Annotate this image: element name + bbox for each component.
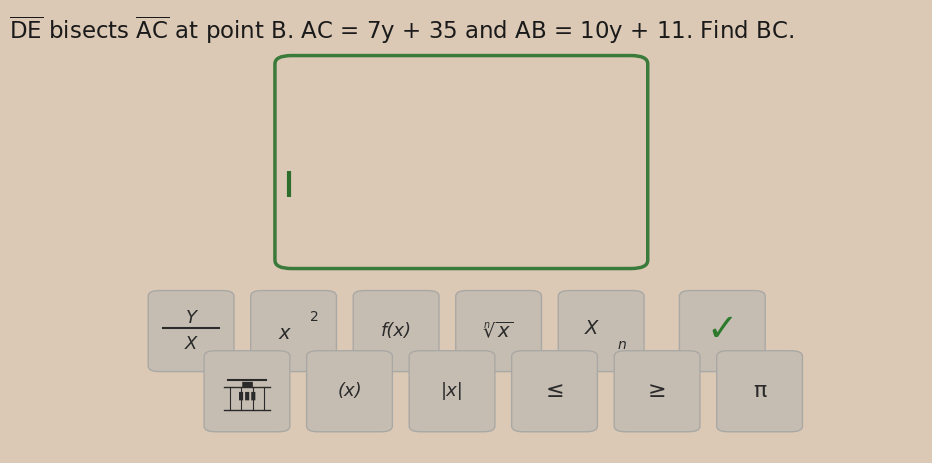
FancyBboxPatch shape	[558, 291, 644, 371]
Text: ≥: ≥	[648, 381, 666, 401]
Text: x: x	[279, 324, 290, 343]
Text: |x|: |x|	[441, 382, 463, 400]
Text: n: n	[617, 338, 626, 352]
Text: π: π	[753, 381, 766, 401]
FancyBboxPatch shape	[679, 291, 765, 371]
FancyBboxPatch shape	[204, 351, 290, 432]
Text: ≤: ≤	[545, 381, 564, 401]
Text: X: X	[185, 335, 198, 353]
FancyBboxPatch shape	[456, 291, 541, 371]
Text: ▮▮▮: ▮▮▮	[238, 391, 256, 401]
FancyBboxPatch shape	[614, 351, 700, 432]
Text: ✓: ✓	[706, 313, 738, 349]
Text: $\sqrt[n]{x}$: $\sqrt[n]{x}$	[484, 321, 514, 341]
FancyBboxPatch shape	[251, 291, 336, 371]
FancyBboxPatch shape	[307, 351, 392, 432]
Text: ▬: ▬	[240, 377, 254, 391]
FancyBboxPatch shape	[148, 291, 234, 371]
FancyBboxPatch shape	[353, 291, 439, 371]
FancyBboxPatch shape	[409, 351, 495, 432]
FancyBboxPatch shape	[275, 56, 648, 269]
Text: Y: Y	[185, 309, 197, 327]
Text: 2: 2	[309, 310, 319, 324]
Text: X: X	[585, 319, 598, 338]
FancyBboxPatch shape	[512, 351, 597, 432]
Text: (x): (x)	[337, 382, 362, 400]
Text: $\overline{\rm DE}$ bisects $\overline{\rm AC}$ at point B. AC = 7y + 35 and AB : $\overline{\rm DE}$ bisects $\overline{\…	[9, 14, 794, 45]
FancyBboxPatch shape	[717, 351, 802, 432]
Text: f(x): f(x)	[380, 322, 412, 340]
